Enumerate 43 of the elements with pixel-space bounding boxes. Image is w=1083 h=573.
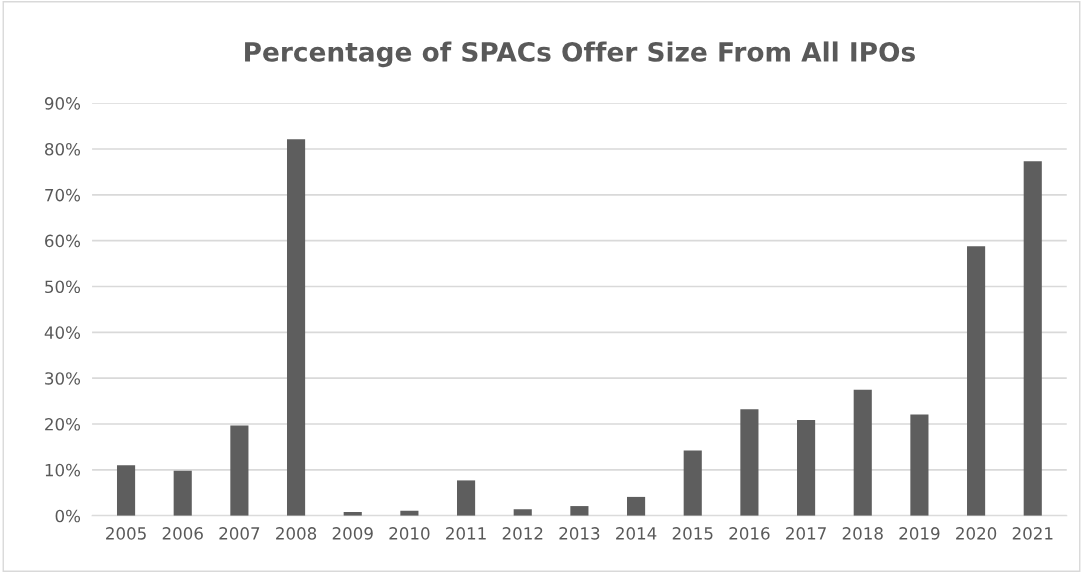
- x-tick-label: 2018: [842, 527, 883, 540]
- x-tick-label: 2008: [276, 527, 317, 540]
- x-tick-label: 2010: [389, 527, 430, 540]
- bar: [513, 509, 532, 516]
- x-tick-label: 2021: [1012, 527, 1053, 540]
- y-tick-label: 0%: [55, 509, 81, 523]
- x-tick-label: 2020: [956, 527, 997, 540]
- bar: [230, 425, 249, 516]
- y-tick-label: 50%: [45, 280, 81, 294]
- x-tick-label: 2015: [672, 527, 713, 540]
- y-tick-label: 20%: [45, 417, 81, 431]
- x-tick-label: 2009: [332, 527, 373, 540]
- x-tick-label: 2011: [446, 527, 486, 540]
- bar: [627, 496, 646, 516]
- y-tick-label: 70%: [45, 188, 81, 202]
- y-tick-label: 80%: [45, 142, 81, 156]
- chart-title: Percentage of SPACs Offer Size From All IPOs: [245, 41, 915, 68]
- bar: [967, 246, 986, 516]
- bar: [1023, 161, 1042, 516]
- bar: [457, 480, 476, 516]
- x-tick-label: 2014: [616, 527, 657, 540]
- bar: [797, 419, 816, 516]
- x-tick-label: 2007: [219, 527, 260, 540]
- bar: [683, 450, 702, 516]
- bar: [853, 389, 872, 516]
- y-tick-label: 40%: [44, 326, 81, 339]
- x-tick-label: 2017: [786, 527, 826, 540]
- x-tick-label: 2012: [502, 527, 543, 540]
- y-tick-label: 10%: [45, 463, 81, 477]
- bar: [116, 465, 136, 516]
- bar: [173, 470, 192, 516]
- x-tick-label: 2016: [729, 527, 770, 540]
- y-tick-label: 60%: [45, 234, 81, 248]
- y-tick-label: 30%: [45, 372, 81, 385]
- y-tick-label: 90%: [44, 97, 81, 110]
- x-tick-label: 2005: [106, 527, 146, 540]
- bar: [910, 414, 929, 516]
- x-tick-label: 2019: [899, 527, 940, 540]
- bar: [286, 139, 306, 516]
- bar: [570, 506, 589, 516]
- bar: [740, 409, 759, 516]
- x-tick-label: 2006: [162, 527, 203, 540]
- x-tick-label: 2013: [559, 527, 600, 540]
